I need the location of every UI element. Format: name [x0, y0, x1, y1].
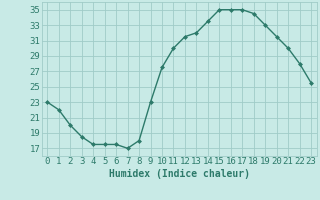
X-axis label: Humidex (Indice chaleur): Humidex (Indice chaleur) — [109, 169, 250, 179]
